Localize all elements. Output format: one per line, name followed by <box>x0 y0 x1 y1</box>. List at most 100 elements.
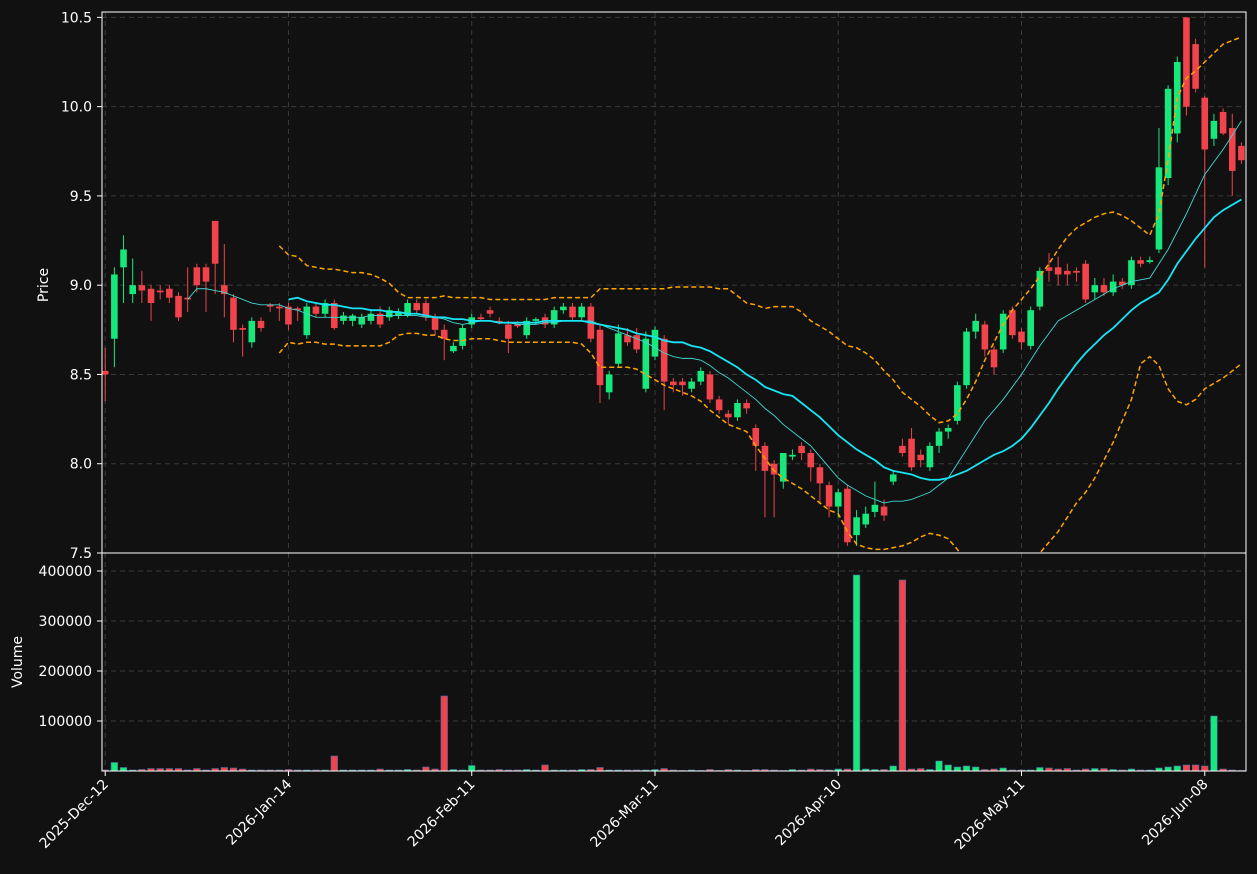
candle-body <box>899 445 906 454</box>
candle-body <box>1091 285 1099 293</box>
volume-frame <box>101 552 1247 772</box>
candle-body <box>917 454 925 461</box>
candle-body <box>395 311 402 316</box>
candle-body <box>102 370 109 375</box>
candle-body <box>184 297 191 300</box>
candle-body <box>1219 111 1227 134</box>
candle-body <box>202 267 210 282</box>
candle-body <box>679 381 686 386</box>
candle-body <box>230 297 237 330</box>
volume-axis-label: Volume <box>10 636 26 688</box>
volume-bar <box>596 767 604 772</box>
volume-bar <box>1182 764 1191 772</box>
candle-body <box>505 324 512 339</box>
volume-bar <box>1173 765 1181 772</box>
y-tick-label: 7.5 <box>70 546 92 562</box>
candle-body <box>514 324 521 327</box>
candle-body <box>706 374 714 400</box>
candle-body <box>660 338 668 382</box>
candle-body <box>972 320 979 332</box>
candle-body <box>1128 260 1135 286</box>
candle-body <box>862 513 870 525</box>
candle-body <box>954 385 961 421</box>
candle-body <box>880 506 888 516</box>
candle-body <box>798 445 805 454</box>
candle-body <box>523 320 531 336</box>
grid <box>97 12 1246 776</box>
candle-body <box>651 329 659 357</box>
candle-body <box>285 306 292 325</box>
candle-body <box>358 317 366 325</box>
candle-body <box>935 431 943 446</box>
candle-body <box>624 335 631 343</box>
volume-bar <box>935 760 943 772</box>
candle-body <box>844 488 851 543</box>
volume-bar <box>440 695 448 772</box>
candle-body <box>871 504 879 512</box>
candle-body <box>156 290 164 293</box>
y-tick-label: 9.5 <box>70 189 92 205</box>
candle-body <box>569 306 576 318</box>
candle-body <box>431 317 439 330</box>
candle-body <box>779 453 787 482</box>
candle-body <box>312 306 320 314</box>
volume-bar <box>944 764 952 772</box>
candle-body <box>1027 310 1034 346</box>
volume-bar <box>972 766 980 772</box>
volume-tick-label: 400000 <box>39 564 92 580</box>
volume-bar <box>852 574 861 772</box>
candle-body <box>450 345 457 352</box>
volume-bar <box>1210 715 1218 772</box>
candle-body <box>825 485 833 507</box>
candle-body <box>697 370 705 382</box>
y-tick-label: 10.5 <box>61 10 92 26</box>
candle-body <box>990 349 998 368</box>
candle-body <box>688 381 695 389</box>
candle-body <box>221 285 228 295</box>
candle-body <box>963 331 970 386</box>
candle-body <box>642 338 650 389</box>
indicator-line <box>278 36 1242 424</box>
candle-body <box>340 315 347 321</box>
candle-body <box>1109 281 1117 293</box>
candle-body <box>1064 270 1071 275</box>
volume-bar <box>962 765 971 772</box>
candle-body <box>550 310 558 325</box>
volume-bar <box>422 766 430 772</box>
candle-body <box>1045 267 1053 271</box>
candle-body <box>138 285 146 291</box>
candle-body <box>981 324 989 350</box>
volume-bar <box>953 766 961 772</box>
candle-body <box>834 492 842 507</box>
volume-bar <box>110 762 118 772</box>
candle-body <box>294 308 301 311</box>
volume-bar <box>1036 767 1044 772</box>
candle-body <box>999 313 1007 350</box>
candle-body <box>789 454 796 457</box>
candle-body <box>120 249 127 268</box>
candle-body <box>670 381 677 386</box>
candle-body <box>724 413 732 418</box>
y-tick-label: 8.0 <box>70 457 92 473</box>
candle-body <box>752 428 760 446</box>
candle-body <box>596 329 604 386</box>
y-tick-label: 9.0 <box>70 278 92 294</box>
candle-body <box>908 438 915 468</box>
candle-body <box>459 328 466 346</box>
candle-body <box>404 303 411 316</box>
candle-body <box>248 320 256 343</box>
volume-bar <box>1192 764 1200 772</box>
candle-body <box>303 306 311 336</box>
volume-bar <box>330 755 338 772</box>
candle-body <box>367 313 375 321</box>
candle-body <box>477 317 485 320</box>
candle-body <box>385 310 393 318</box>
volume-bar <box>119 767 128 772</box>
candle-body <box>1183 17 1190 107</box>
candle-body <box>129 285 136 295</box>
candle-body <box>257 320 265 329</box>
candle-body <box>422 303 430 318</box>
candle-body <box>715 399 723 411</box>
